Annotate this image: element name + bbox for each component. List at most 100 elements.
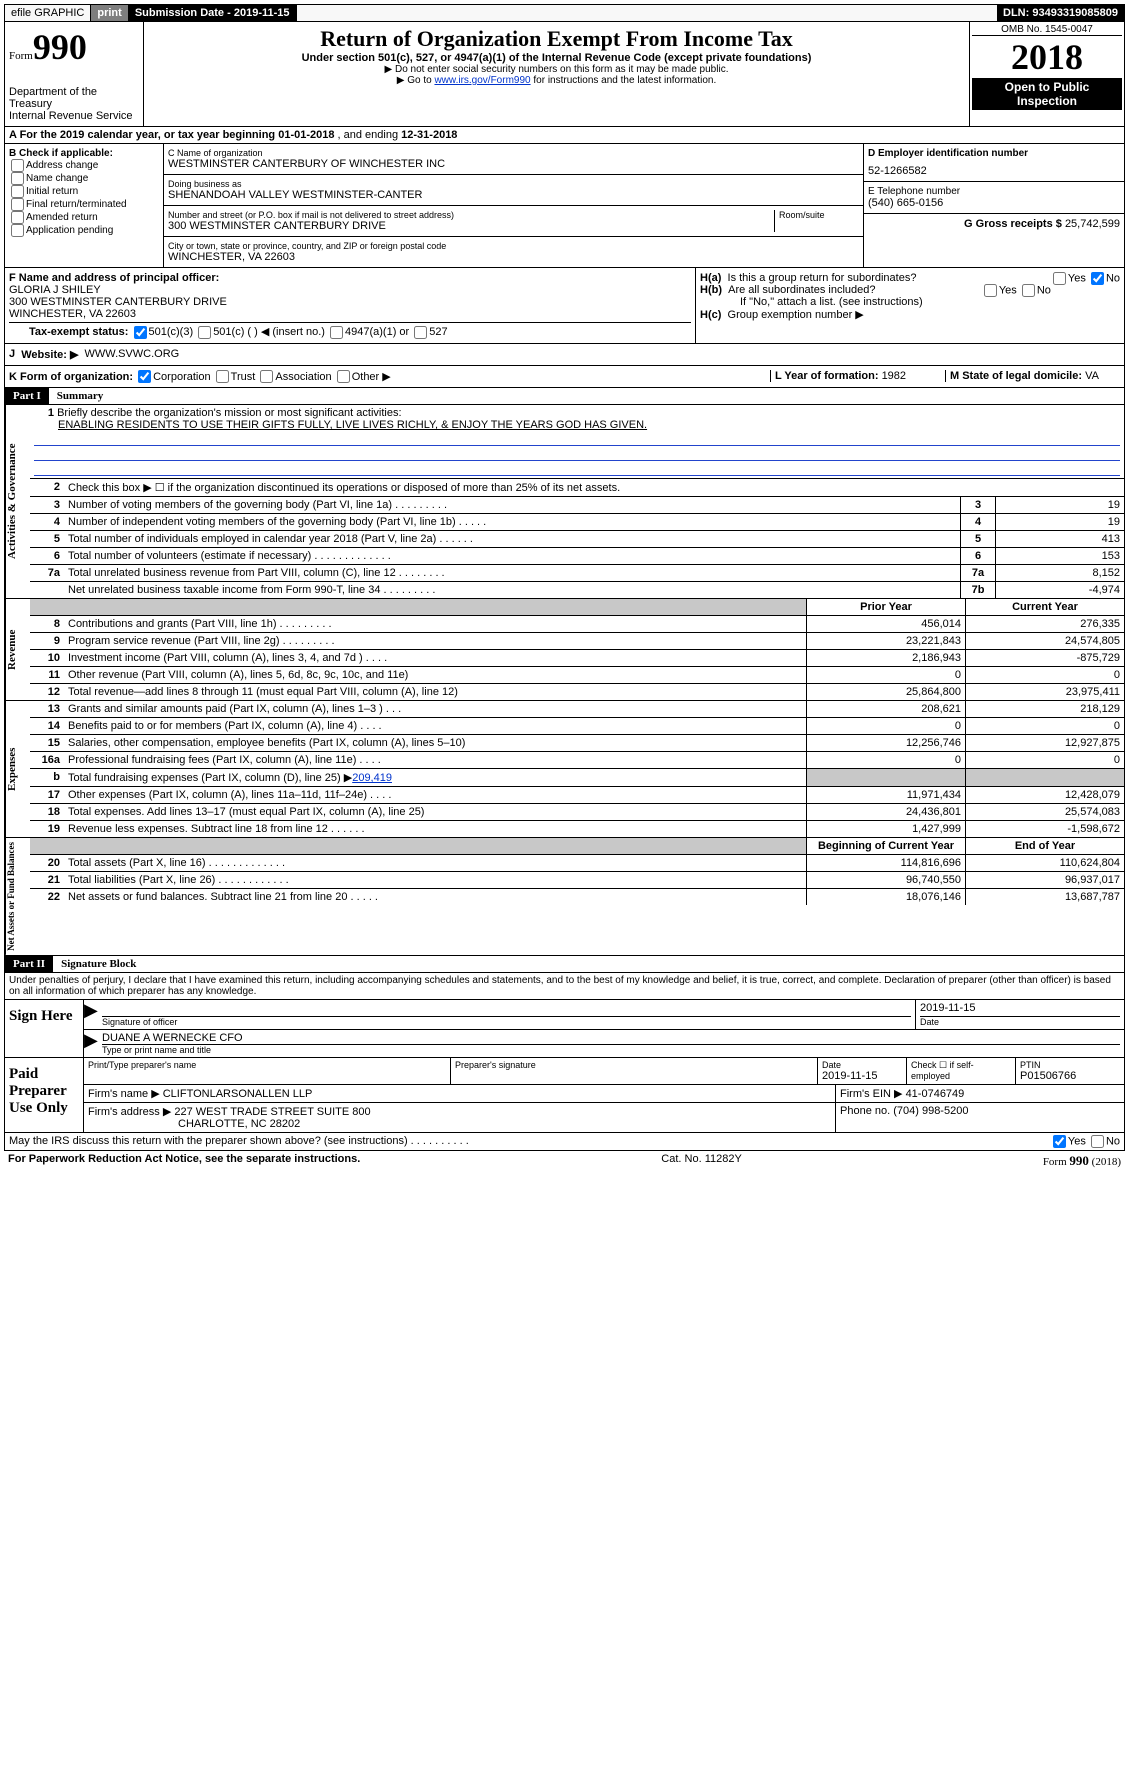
- boy-20: 114,816,696: [806, 855, 965, 871]
- part2-header: Part II Signature Block: [4, 956, 1125, 973]
- val-6: 153: [995, 548, 1124, 564]
- hb-yes[interactable]: [984, 284, 997, 297]
- city-state-zip: WINCHESTER, VA 22603: [168, 251, 859, 263]
- submission-date: Submission Date - 2019-11-15: [129, 5, 297, 21]
- cy-8: 276,335: [965, 616, 1124, 632]
- year-formation: 1982: [882, 370, 906, 382]
- py-13: 208,621: [806, 701, 965, 717]
- fundraising-exp: 209,419: [352, 772, 392, 784]
- py-16a: 0: [806, 752, 965, 768]
- sign-date: 2019-11-15: [920, 1002, 1120, 1016]
- sign-here-block: Sign Here ▶ Signature of officer 2019-11…: [4, 1000, 1125, 1058]
- side-netassets: Net Assets or Fund Balances: [5, 838, 30, 955]
- tax-year: 2018: [972, 36, 1122, 78]
- eoy-21: 96,937,017: [965, 872, 1124, 888]
- val-3: 19: [995, 497, 1124, 513]
- cy-17: 12,428,079: [965, 787, 1124, 803]
- top-bar: efile GRAPHIC print Submission Date - 20…: [4, 4, 1125, 22]
- cy-16a: 0: [965, 752, 1124, 768]
- initial-return-check[interactable]: [11, 185, 24, 198]
- ein: 52-1266582: [868, 159, 1120, 177]
- cy-10: -875,729: [965, 650, 1124, 666]
- line-a: A For the 2019 calendar year, or tax yea…: [4, 127, 1125, 144]
- mission: ENABLING RESIDENTS TO USE THEIR GIFTS FU…: [34, 419, 1120, 431]
- street-address: 300 WESTMINSTER CANTERBURY DRIVE: [168, 220, 774, 232]
- cy-14: 0: [965, 718, 1124, 734]
- print-button[interactable]: print: [91, 5, 128, 21]
- 4947-check[interactable]: [330, 326, 343, 339]
- amended-return-check[interactable]: [11, 211, 24, 224]
- form-header: Form990 Department of the Treasury Inter…: [4, 22, 1125, 127]
- py-14: 0: [806, 718, 965, 734]
- val-7a: 8,152: [995, 565, 1124, 581]
- discuss-no[interactable]: [1091, 1135, 1104, 1148]
- assoc-check[interactable]: [260, 370, 273, 383]
- py-11: 0: [806, 667, 965, 683]
- officer-name: GLORIA J SHILEY: [9, 284, 691, 296]
- discuss-yes[interactable]: [1053, 1135, 1066, 1148]
- firm-address: 227 WEST TRADE STREET SUITE 800: [174, 1106, 370, 1118]
- cy-15: 12,927,875: [965, 735, 1124, 751]
- identity-block: B Check if applicable: Address change Na…: [4, 144, 1125, 268]
- telephone: (540) 665-0156: [868, 197, 1120, 209]
- hb-no[interactable]: [1022, 284, 1035, 297]
- side-activities: Activities & Governance: [5, 405, 30, 598]
- py-12: 25,864,800: [806, 684, 965, 700]
- firm-phone: (704) 998-5200: [893, 1105, 968, 1117]
- officer-printed: DUANE A WERNECKE CFO: [102, 1032, 1120, 1044]
- preparer-date: 2019-11-15: [822, 1070, 902, 1082]
- eoy-22: 13,687,787: [965, 889, 1124, 905]
- py-10: 2,186,943: [806, 650, 965, 666]
- firm-ein: 41-0746749: [906, 1088, 965, 1100]
- website-row: J Website: ▶ WWW.SVWC.ORG: [4, 344, 1125, 366]
- py-15: 12,256,746: [806, 735, 965, 751]
- paid-preparer-block: Paid Preparer Use Only Print/Type prepar…: [4, 1058, 1125, 1133]
- org-form-row: K Form of organization: Corporation Trus…: [4, 366, 1125, 389]
- form-title: Return of Organization Exempt From Incom…: [148, 26, 965, 52]
- dba: SHENANDOAH VALLEY WESTMINSTER-CANTER: [168, 189, 859, 201]
- cy-11: 0: [965, 667, 1124, 683]
- val-5: 413: [995, 531, 1124, 547]
- irs-link[interactable]: www.irs.gov/Form990: [434, 75, 530, 86]
- py-19: 1,427,999: [806, 821, 965, 837]
- corp-check[interactable]: [138, 370, 151, 383]
- py-17: 11,971,434: [806, 787, 965, 803]
- state-domicile: VA: [1085, 370, 1099, 382]
- 501c3-check[interactable]: [134, 326, 147, 339]
- firm-name: CLIFTONLARSONALLEN LLP: [163, 1088, 313, 1100]
- py-18: 24,436,801: [806, 804, 965, 820]
- part1-header: Part I Summary: [4, 388, 1125, 405]
- ptin: P01506766: [1020, 1070, 1120, 1082]
- cy-12: 23,975,411: [965, 684, 1124, 700]
- ha-no[interactable]: [1091, 272, 1104, 285]
- py-9: 23,221,843: [806, 633, 965, 649]
- ha-yes[interactable]: [1053, 272, 1066, 285]
- gross-receipts: 25,742,599: [1065, 218, 1120, 230]
- boy-21: 96,740,550: [806, 872, 965, 888]
- 501c-check[interactable]: [198, 326, 211, 339]
- cy-13: 218,129: [965, 701, 1124, 717]
- side-revenue: Revenue: [5, 599, 30, 700]
- name-change-check[interactable]: [11, 172, 24, 185]
- dln: DLN: 93493319085809: [997, 5, 1124, 21]
- application-pending-check[interactable]: [11, 224, 24, 237]
- addr-change-check[interactable]: [11, 159, 24, 172]
- officer-group-block: F Name and address of principal officer:…: [4, 268, 1125, 344]
- 527-check[interactable]: [414, 326, 427, 339]
- cy-19: -1,598,672: [965, 821, 1124, 837]
- penalty-statement: Under penalties of perjury, I declare th…: [4, 973, 1125, 1000]
- cy-18: 25,574,083: [965, 804, 1124, 820]
- val-7b: -4,974: [995, 582, 1124, 598]
- val-4: 19: [995, 514, 1124, 530]
- footer: For Paperwork Reduction Act Notice, see …: [4, 1151, 1125, 1171]
- efile-label: efile GRAPHIC: [5, 5, 91, 21]
- discuss-row: May the IRS discuss this return with the…: [4, 1133, 1125, 1151]
- other-check[interactable]: [337, 370, 350, 383]
- org-name: WESTMINSTER CANTERBURY OF WINCHESTER INC: [168, 158, 859, 170]
- side-expenses: Expenses: [5, 701, 30, 837]
- cy-9: 24,574,805: [965, 633, 1124, 649]
- trust-check[interactable]: [216, 370, 229, 383]
- boy-22: 18,076,146: [806, 889, 965, 905]
- final-return-check[interactable]: [11, 198, 24, 211]
- eoy-20: 110,624,804: [965, 855, 1124, 871]
